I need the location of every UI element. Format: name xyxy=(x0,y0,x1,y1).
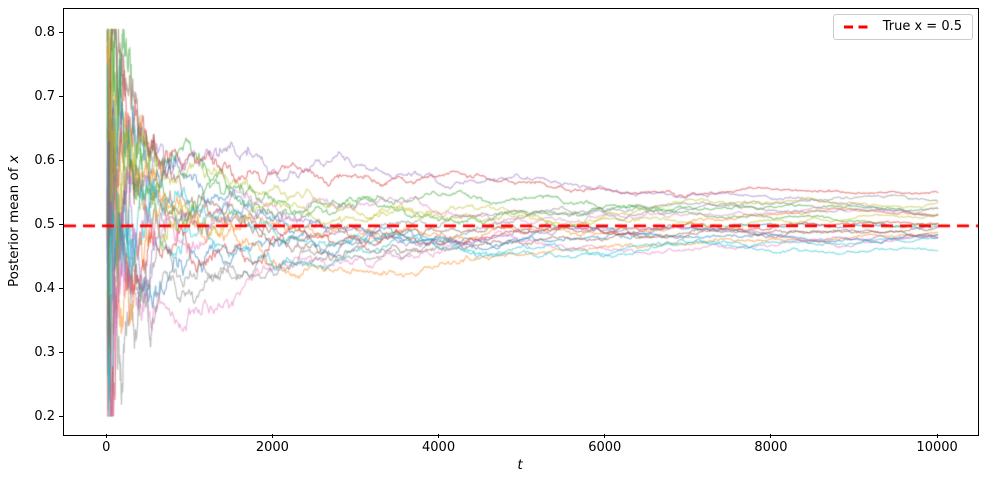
x-tick-mark xyxy=(438,434,440,438)
x-tick-label: 2000 xyxy=(255,440,289,455)
x-tick-label: 6000 xyxy=(588,440,622,455)
y-tick-mark xyxy=(59,224,63,226)
y-tick-mark xyxy=(59,416,63,418)
y-tick-label: 0.4 xyxy=(34,280,55,296)
y-tick-label: 0.3 xyxy=(34,344,55,360)
x-axis-label: t xyxy=(517,457,523,473)
traces-canvas xyxy=(64,9,978,435)
y-tick-label: 0.6 xyxy=(34,152,55,168)
legend: True x = 0.5 xyxy=(832,14,973,40)
x-tick-label: 8000 xyxy=(754,440,788,455)
y-tick-label: 0.7 xyxy=(34,88,55,104)
dashed-line-swatch-icon xyxy=(843,25,872,29)
y-tick-label: 0.8 xyxy=(34,24,55,40)
x-tick-label: 10000 xyxy=(916,440,958,455)
y-tick-mark xyxy=(59,160,63,162)
x-tick-mark xyxy=(271,434,273,438)
y-tick-label: 0.5 xyxy=(34,216,55,232)
x-tick-mark xyxy=(105,434,107,438)
x-tick-label: 4000 xyxy=(422,440,456,455)
x-tick-mark xyxy=(936,434,938,438)
y-tick-label: 0.2 xyxy=(34,408,55,424)
y-tick-mark xyxy=(59,96,63,98)
x-tick-label: 0 xyxy=(102,440,111,455)
legend-label: True x = 0.5 xyxy=(882,19,962,34)
x-tick-mark xyxy=(770,434,772,438)
y-tick-mark xyxy=(59,352,63,354)
plot-area: True x = 0.5 xyxy=(63,8,979,436)
x-tick-mark xyxy=(604,434,606,438)
y-tick-mark xyxy=(59,32,63,34)
y-tick-mark xyxy=(59,288,63,290)
